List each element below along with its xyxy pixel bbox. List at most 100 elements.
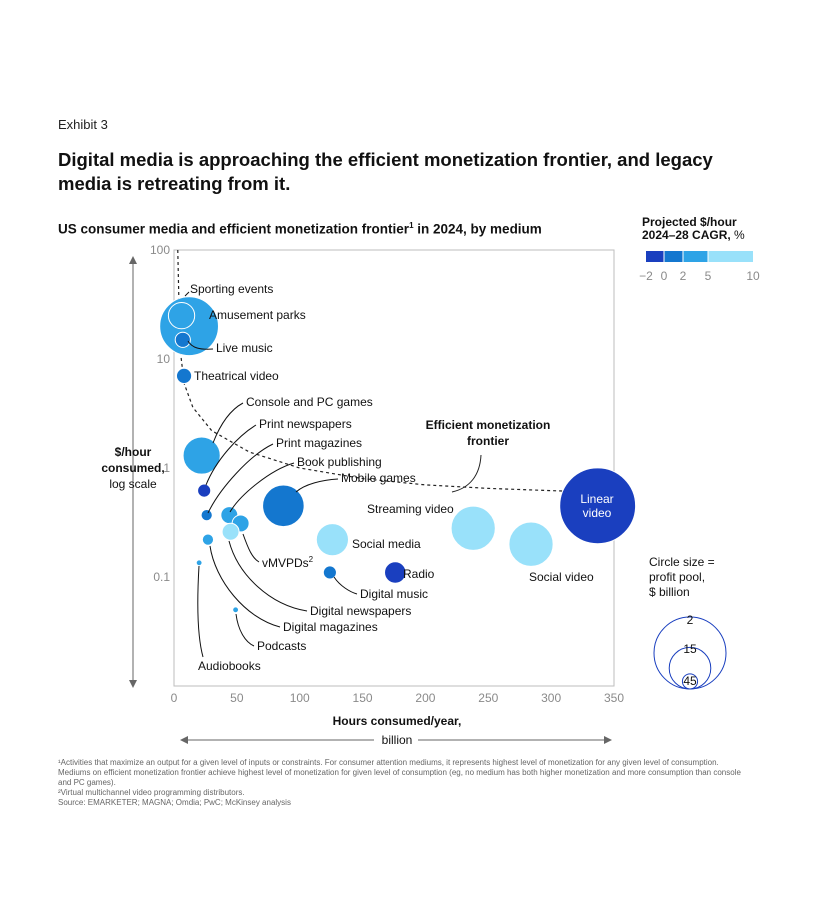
x-tick-label: 300 [541, 691, 561, 705]
label-amusement-parks: Amusement parks [209, 308, 306, 322]
source-note: Source: EMARKETER; MAGNA; Omdia; PwC; Mc… [58, 798, 291, 807]
y-tick-label: 10 [157, 352, 171, 366]
frontier-curve [177, 249, 598, 493]
x-tick-label: 50 [230, 691, 244, 705]
bubble-sporting-events [167, 301, 196, 330]
subtitle-text: US consumer media and efficient monetiza… [58, 221, 410, 237]
leader-live-music [187, 340, 214, 350]
leader-digital-newspapers [228, 540, 308, 612]
x-axis-arrow-left-head [180, 736, 188, 744]
bubble-radio [384, 561, 407, 584]
bubble-live-music [174, 331, 191, 348]
color-legend-tick: −2 [639, 269, 653, 283]
bubble-mobile-games [262, 484, 305, 528]
label-digital-music: Digital music [360, 587, 428, 601]
x-axis-arrow-right-head [604, 736, 612, 744]
label-linear-video-line1: Linear [580, 492, 613, 506]
label-print-magazines: Print magazines [276, 436, 362, 450]
x-axis-label-line2: billion [382, 733, 413, 747]
bubble-social-media [315, 523, 349, 557]
color-legend-tick: 2 [680, 269, 687, 283]
bubble-social-video [508, 521, 554, 567]
size-legend-title-line3: $ billion [649, 585, 690, 599]
leader-book-publishing [229, 462, 295, 513]
label-social-video: Social video [529, 570, 594, 584]
label-sporting-events: Sporting events [190, 282, 273, 296]
label-radio: Radio [403, 567, 435, 581]
label-streaming-video: Streaming video [367, 502, 454, 516]
color-legend-title-line1: Projected $/hour [642, 215, 737, 229]
subtitle-suffix: in 2024, by medium [413, 221, 542, 237]
bubble-digital-magazines [201, 533, 215, 546]
x-tick-label: 150 [353, 691, 373, 705]
frontier-label-line2: frontier [467, 434, 509, 448]
color-legend-swatch [683, 251, 708, 262]
y-tick-label: 0.1 [153, 570, 170, 584]
headline: Digital media is approaching the efficie… [58, 149, 713, 194]
label-linear-video-line2: video [583, 506, 612, 520]
subtitle-footnote-mark: 1 [409, 221, 414, 230]
label-live-music: Live music [216, 341, 273, 355]
size-legend-label-2: 2 [687, 613, 694, 627]
bubble-theatrical-video [175, 367, 193, 384]
label-podcasts: Podcasts [257, 639, 306, 653]
y-axis-label-line: $/hour [115, 445, 152, 459]
label-print-newspapers: Print newspapers [259, 417, 352, 431]
leader-digital-music [333, 576, 358, 595]
color-legend-tick: 5 [705, 269, 712, 283]
label-theatrical-video: Theatrical video [194, 369, 279, 383]
plot-frame [173, 249, 615, 687]
bubble-console-and-pc-games [182, 436, 221, 475]
color-legend-swatch [708, 251, 753, 262]
color-legend-swatch [646, 251, 664, 262]
label-console-and-pc-games: Console and PC games [246, 395, 373, 409]
x-axis-label-line1: Hours consumed/year, [333, 714, 462, 728]
y-axis-label-line: log scale [109, 477, 157, 491]
color-legend-swatch [664, 251, 683, 262]
size-legend-label-45: 45 [683, 674, 697, 688]
color-legend-title-line2: 2024–28 CAGR, [642, 228, 731, 242]
leader-print-magazines [207, 443, 274, 514]
leader-podcasts [235, 613, 255, 647]
frontier-label-line1: Efficient monetization [426, 418, 551, 432]
color-legend-unit: % [730, 228, 745, 242]
x-tick-label: 250 [478, 691, 498, 705]
bubble-digital-newspapers [221, 522, 240, 541]
leader-print-newspapers [205, 424, 257, 486]
footnote-1: ¹Activities that maximize an output for … [58, 758, 741, 787]
x-tick-label: 350 [604, 691, 624, 705]
x-tick-label: 100 [290, 691, 310, 705]
chart-subtitle: US consumer media and efficient monetiza… [58, 221, 542, 237]
x-tick-label: 0 [171, 691, 178, 705]
label-digital-magazines: Digital magazines [283, 620, 378, 634]
label-digital-newspapers: Digital newspapers [310, 604, 411, 618]
color-legend-tick: 0 [661, 269, 668, 283]
bubble-digital-music [322, 565, 337, 580]
label-vmvpds-sup: 2 [309, 555, 314, 564]
color-legend-tick: 10 [746, 269, 760, 283]
leader-sporting-events [184, 291, 190, 297]
label-vmvpds: vMVPDs2 [262, 555, 314, 570]
y-axis-arrow-down-head [129, 680, 137, 688]
leader-digital-magazines [209, 545, 281, 628]
label-mobile-games: Mobile games [341, 471, 416, 485]
size-legend-title-line2: profit pool, [649, 570, 705, 584]
bubble-streaming-video [450, 505, 496, 551]
size-legend-label-15: 15 [683, 642, 697, 656]
exhibit-label: Exhibit 3 [58, 117, 108, 132]
size-legend-circle-2 [681, 673, 699, 690]
bubble-audiobooks [195, 559, 203, 567]
x-tick-label: 200 [415, 691, 435, 705]
y-tick-label: 1 [163, 461, 170, 475]
y-axis-arrow-up-head [129, 256, 137, 264]
size-legend-title-line1: Circle size = [649, 555, 715, 569]
footnotes: ¹Activities that maximize an output for … [58, 758, 748, 808]
y-axis-label-line: consumed, [101, 461, 164, 475]
label-social-media: Social media [352, 537, 421, 551]
bubble-print-newspapers [197, 483, 212, 498]
leader-console-and-pc-games [212, 402, 244, 444]
leader-audiobooks [197, 565, 204, 658]
leader-mobile-games [295, 478, 339, 493]
leader-vmvpds [242, 533, 260, 563]
color-legend-title: Projected $/hour 2024–28 CAGR, % [642, 216, 745, 242]
